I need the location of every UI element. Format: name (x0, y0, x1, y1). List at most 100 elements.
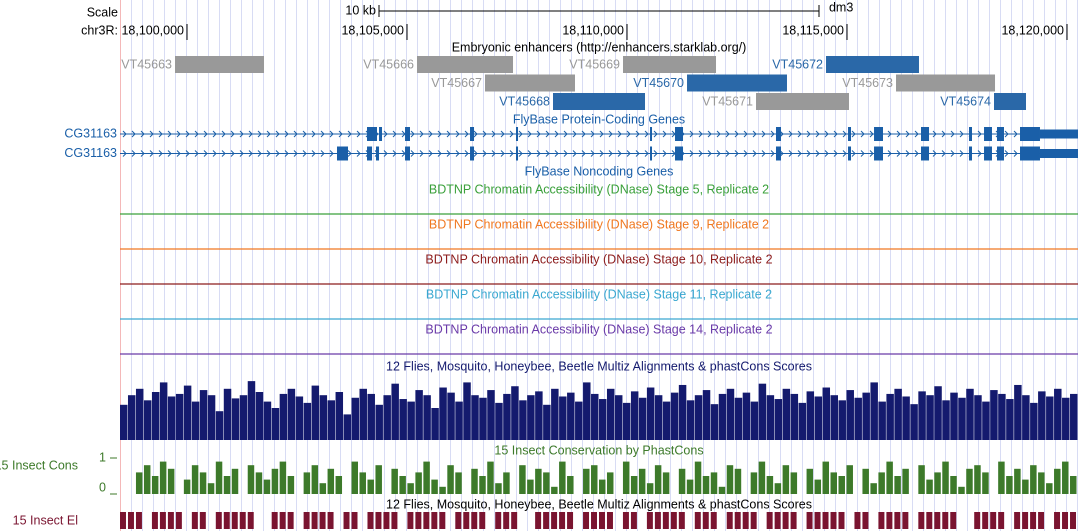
multiz-bar (343, 414, 352, 440)
cons-bar (950, 476, 957, 494)
element-bar (303, 512, 310, 529)
strand-arrow (509, 130, 514, 138)
strand-arrow (482, 130, 487, 138)
cons-bar (135, 472, 143, 494)
strand-arrow (158, 150, 163, 157)
element-bar (862, 512, 869, 529)
strand-arrow (239, 130, 244, 138)
element-bar (215, 512, 222, 529)
exon (996, 127, 1004, 141)
element-bar (135, 512, 142, 529)
strand-arrow (527, 150, 532, 157)
strand-arrow (950, 150, 955, 157)
cons-bar (495, 483, 502, 494)
exon (470, 127, 475, 141)
strand-arrow (545, 150, 550, 157)
enhancer-label: VT45673 (842, 76, 893, 90)
exon (470, 146, 475, 161)
strand-arrow (581, 150, 586, 157)
multiz-bar (255, 392, 264, 440)
strand-arrow (1013, 150, 1018, 157)
multiz-bar (559, 396, 567, 440)
multiz-bar (854, 397, 862, 440)
strand-arrow (491, 150, 496, 157)
strand-arrow (329, 130, 334, 138)
multiz-bar (894, 388, 902, 440)
strand-arrow (851, 130, 856, 138)
enhancer (826, 56, 919, 73)
exon (984, 146, 992, 161)
multiz-bar (247, 381, 256, 440)
cons-bar (591, 465, 598, 494)
exon (775, 146, 782, 161)
strand-arrow (536, 150, 541, 157)
element-bar (439, 512, 446, 529)
ruler-tick-label: 18,100,000 (121, 23, 184, 37)
strand-arrow (932, 150, 937, 157)
cons-bar (231, 468, 239, 494)
cons-bar (662, 472, 670, 494)
y-tick-label: 1 (99, 450, 106, 464)
multiz-bar (1070, 393, 1078, 440)
cons-bar (279, 461, 287, 494)
cons-bar (758, 461, 766, 494)
cons-bar (1006, 476, 1013, 494)
multiz-bar (686, 400, 695, 440)
strand-arrow (149, 130, 154, 138)
cons-bar (1062, 461, 1069, 494)
enhancer-label: VT45669 (569, 57, 620, 71)
element-bar (175, 512, 182, 529)
track-title: Embryonic enhancers (http://enhancers.st… (452, 40, 747, 54)
multiz-bar (902, 396, 910, 440)
multiz-bar (327, 400, 336, 440)
strand-arrow (527, 130, 532, 138)
exon (874, 127, 883, 141)
exon (848, 146, 852, 161)
multiz-bar (966, 388, 974, 440)
multiz-bar (120, 404, 128, 440)
enhancer (756, 93, 849, 110)
strand-arrow (590, 130, 595, 138)
enhancer (994, 93, 1026, 110)
multiz-bar (718, 393, 727, 440)
strand-arrow (932, 130, 937, 138)
exon (996, 146, 1004, 161)
strand-arrow (959, 150, 964, 157)
multiz-bar (918, 391, 926, 440)
element-bar (543, 512, 550, 529)
element-bar (838, 512, 845, 529)
element-bar (950, 512, 957, 529)
multiz-bar (886, 393, 894, 440)
strand-arrow (293, 130, 298, 138)
exon (969, 146, 973, 161)
cons-bar (159, 461, 167, 494)
element-bar (479, 512, 486, 529)
strand-arrow (635, 150, 640, 157)
strand-arrow (1004, 150, 1009, 157)
multiz-bar (487, 390, 495, 440)
cons-bar (271, 468, 279, 494)
strand-arrow (581, 130, 586, 138)
strand-arrow (896, 150, 901, 157)
strand-arrow (212, 150, 217, 157)
cons-bar (1038, 472, 1045, 494)
strand-arrow (518, 130, 523, 138)
cons-bar (599, 479, 606, 494)
multiz-bar (766, 395, 775, 440)
strand-arrow (797, 130, 802, 138)
cons-bar (143, 465, 151, 494)
multiz-bar (614, 395, 623, 440)
multiz-bar (782, 388, 791, 440)
cons-bar (503, 472, 510, 494)
enhancer-label: VT45674 (940, 94, 991, 108)
multiz-bar (838, 400, 846, 440)
multiz-bar (702, 390, 711, 440)
cons-bar (838, 476, 845, 494)
strand-arrow (653, 130, 658, 138)
element-bar (742, 512, 749, 529)
cons-bar (551, 486, 558, 494)
multiz-bar (998, 393, 1006, 440)
element-bar (495, 512, 502, 529)
cons-bar (734, 468, 742, 494)
strand-arrow (509, 150, 514, 157)
